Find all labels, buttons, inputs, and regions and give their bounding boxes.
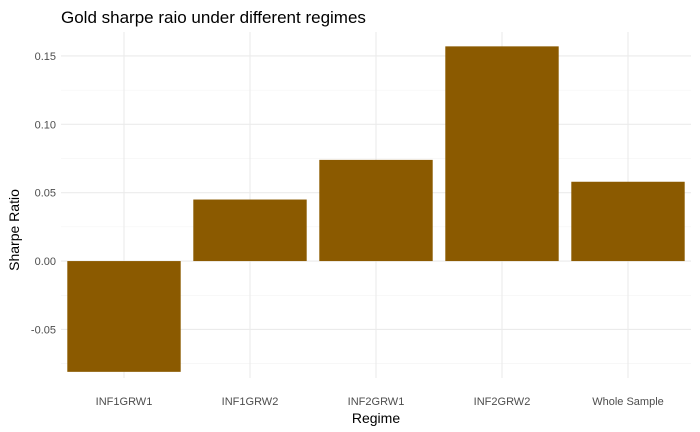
x-tick-label: INF1GRW1 — [96, 396, 153, 408]
bars — [67, 46, 685, 372]
bar-inf1grw1 — [67, 261, 181, 372]
y-axis-title: Sharpe Ratio — [6, 189, 22, 271]
bar-inf1grw2 — [193, 199, 307, 262]
bar-whole-sample — [571, 181, 685, 262]
bar-inf2grw1 — [319, 159, 433, 262]
x-tick-label: Whole Sample — [592, 396, 664, 408]
x-axis-ticks: INF1GRW1 INF1GRW2 INF2GRW1 INF2GRW2 Whole Sa… — [96, 396, 664, 408]
y-tick-label: 0.10 — [35, 119, 56, 131]
x-tick-label: INF2GRW2 — [474, 396, 531, 408]
y-tick-label: 0.15 — [35, 51, 56, 63]
y-axis-ticks: -0.05 0.00 0.05 0.10 0.15 — [31, 51, 56, 337]
y-tick-label: -0.05 — [31, 324, 56, 336]
chart-title: Gold sharpe raio under different regimes — [61, 8, 366, 27]
x-tick-label: INF1GRW2 — [222, 396, 279, 408]
x-axis-title: Regime — [352, 410, 400, 426]
y-tick-label: 0.05 — [35, 188, 56, 200]
y-tick-label: 0.00 — [35, 256, 56, 268]
x-tick-label: INF2GRW1 — [348, 396, 405, 408]
bar-inf2grw2 — [445, 46, 559, 262]
